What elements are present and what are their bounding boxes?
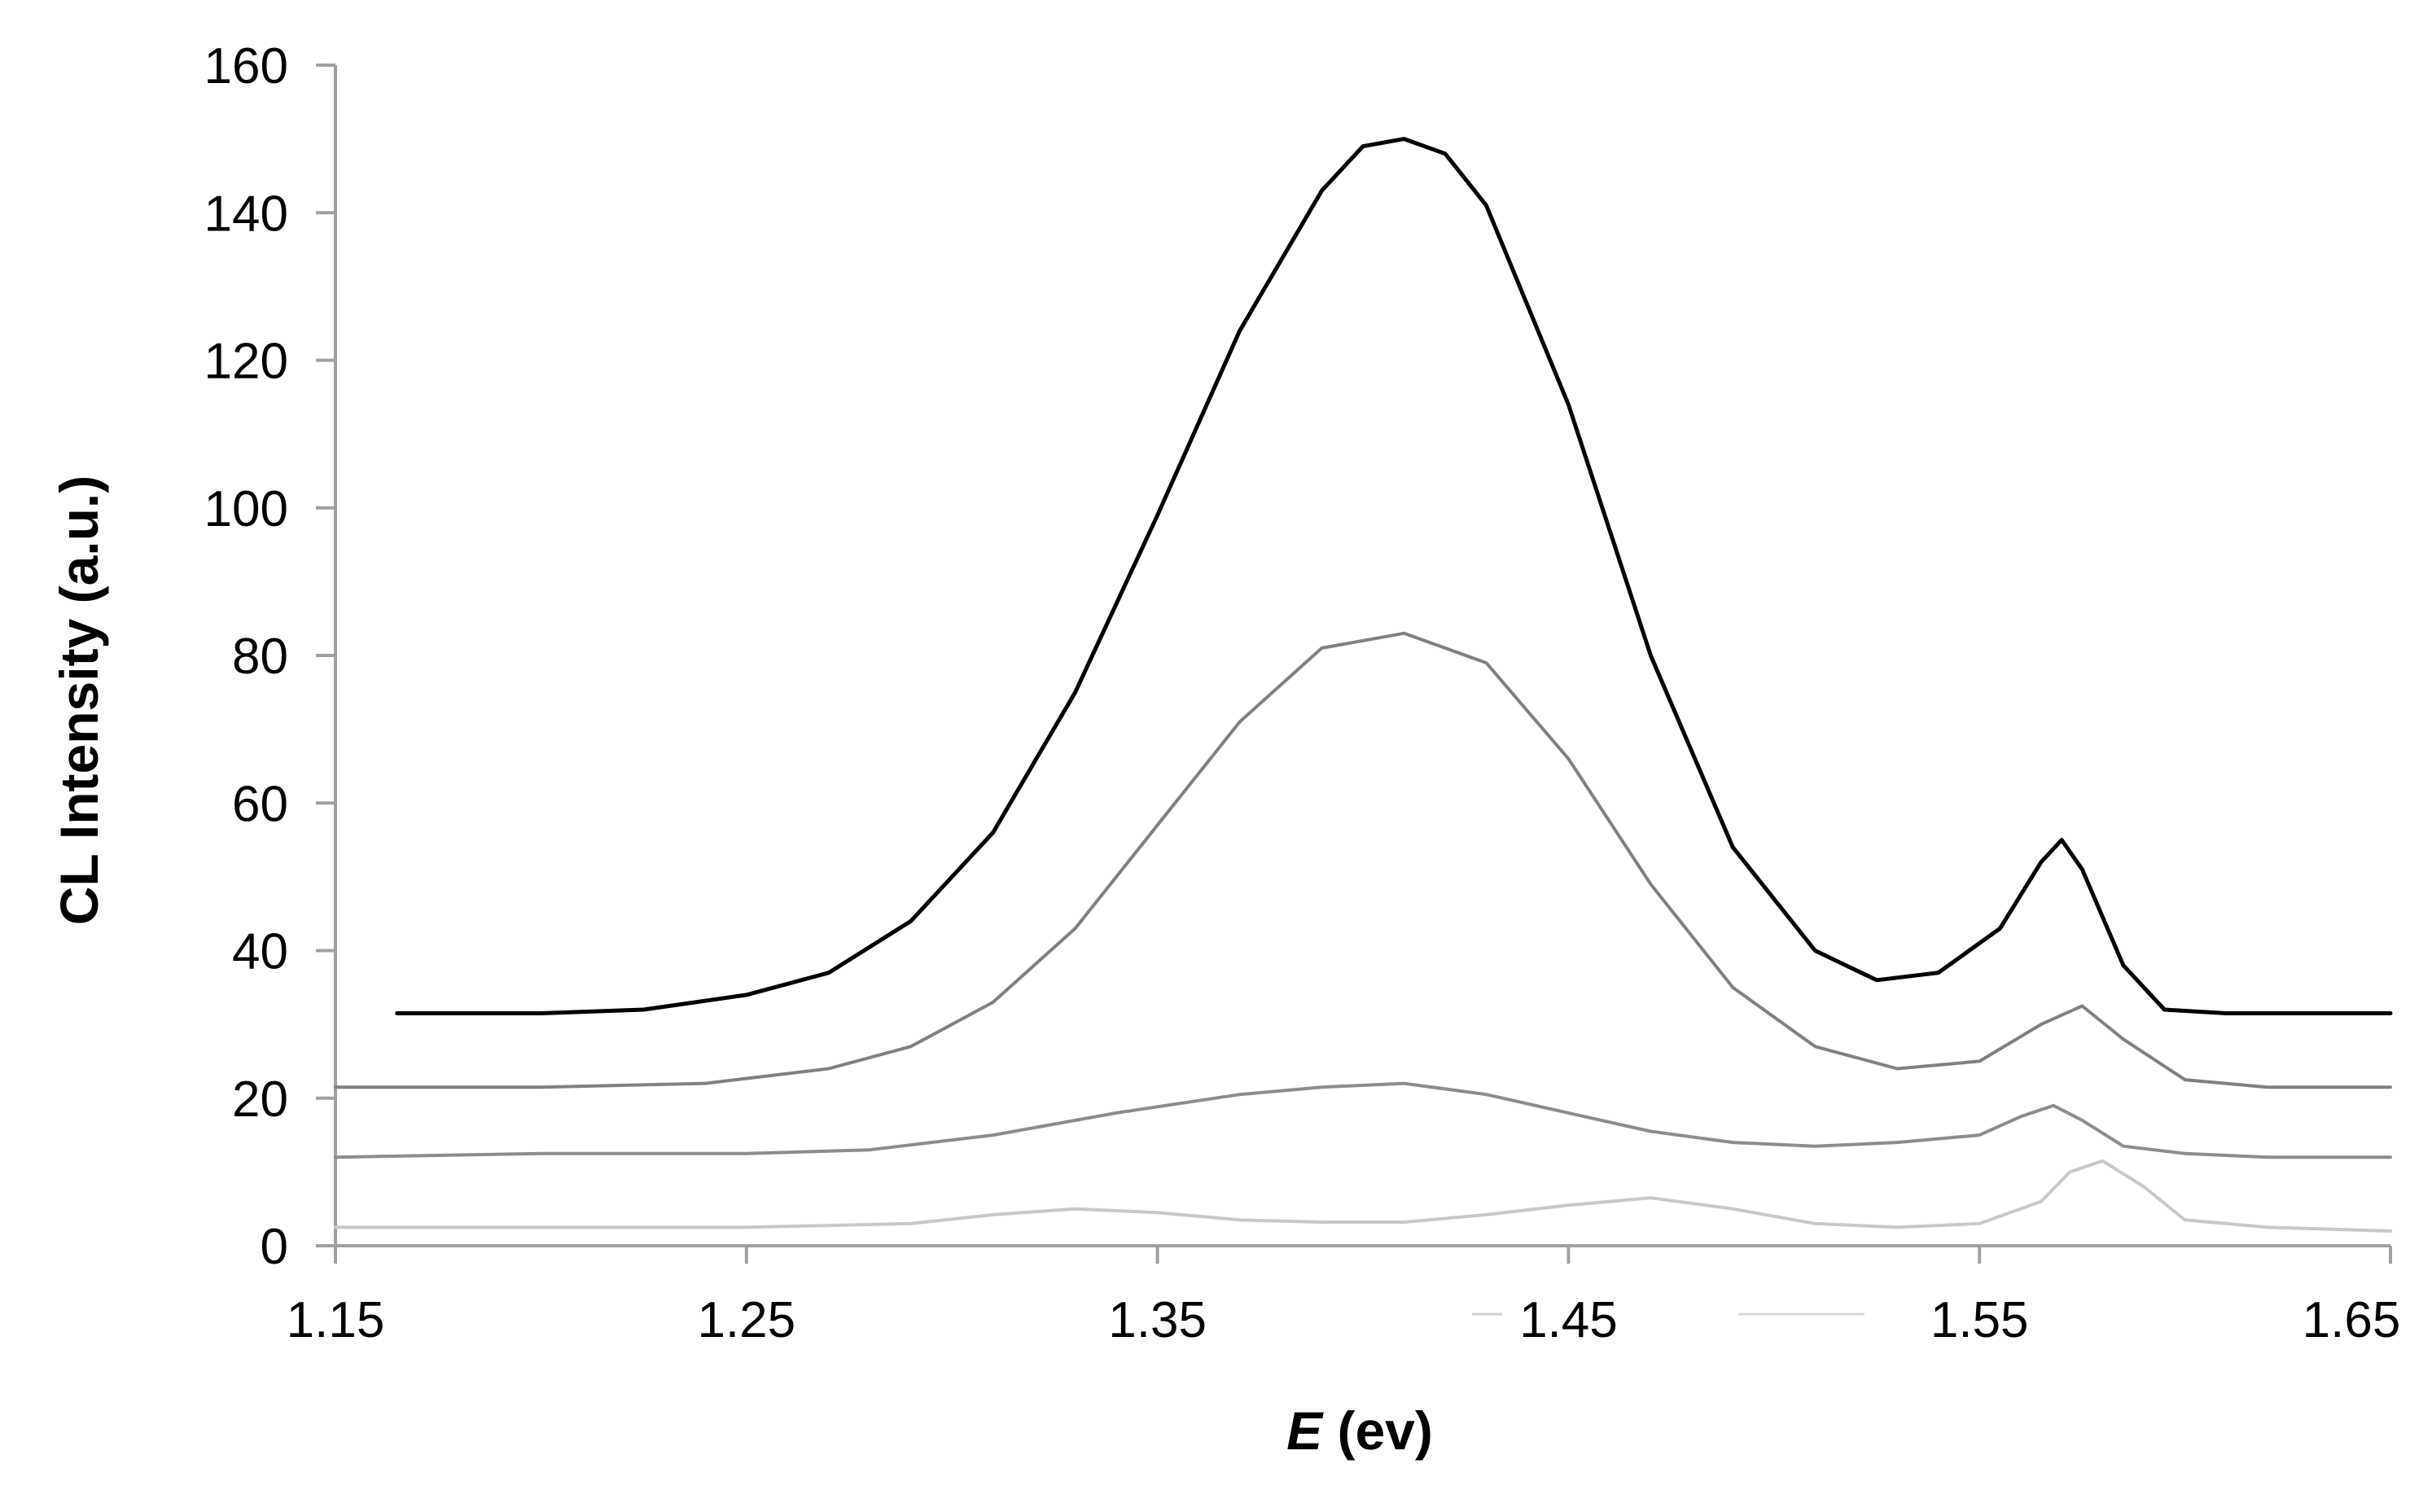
y-tick-label: 0: [261, 1219, 288, 1275]
x-tick-label: 1.35: [1108, 1292, 1207, 1348]
y-ticks: 0 20 40 60 80 100 120 140 160: [204, 38, 335, 1275]
y-tick-label: 20: [232, 1072, 288, 1128]
series-line-4: [334, 1159, 2392, 1233]
x-tick-label: 1.25: [697, 1292, 795, 1348]
y-tick-label: 160: [204, 38, 288, 94]
x-axis-unit: (ev): [1322, 1400, 1433, 1461]
chart-axes: [334, 65, 2390, 1247]
series-line-2: [334, 631, 2392, 1089]
x-tick-label: 1.65: [2303, 1292, 2401, 1348]
y-tick-label: 120: [204, 334, 288, 390]
y-tick-label: 80: [232, 629, 288, 685]
y-axis-title: CL Intensity (a.u.): [49, 476, 109, 926]
x-tick-label: 1.55: [1930, 1292, 2029, 1348]
x-axis-symbol: E: [1286, 1400, 1324, 1461]
series-lines: [334, 137, 2393, 1233]
x-tick-label: 1.15: [287, 1292, 385, 1348]
series-line-1: [395, 137, 2393, 1015]
y-tick-label: 40: [232, 924, 288, 980]
y-tick-label: 100: [204, 481, 288, 537]
x-tick-label: 1.45: [1519, 1292, 1618, 1348]
series-line-3: [334, 1081, 2392, 1159]
x-axis-title: E (ev): [1286, 1400, 1433, 1461]
y-tick-label: 140: [204, 186, 288, 242]
y-tick-label: 60: [232, 776, 288, 832]
x-ticks: 1.15 1.25 1.35 1.45 1.55 1.65: [287, 1246, 2401, 1348]
